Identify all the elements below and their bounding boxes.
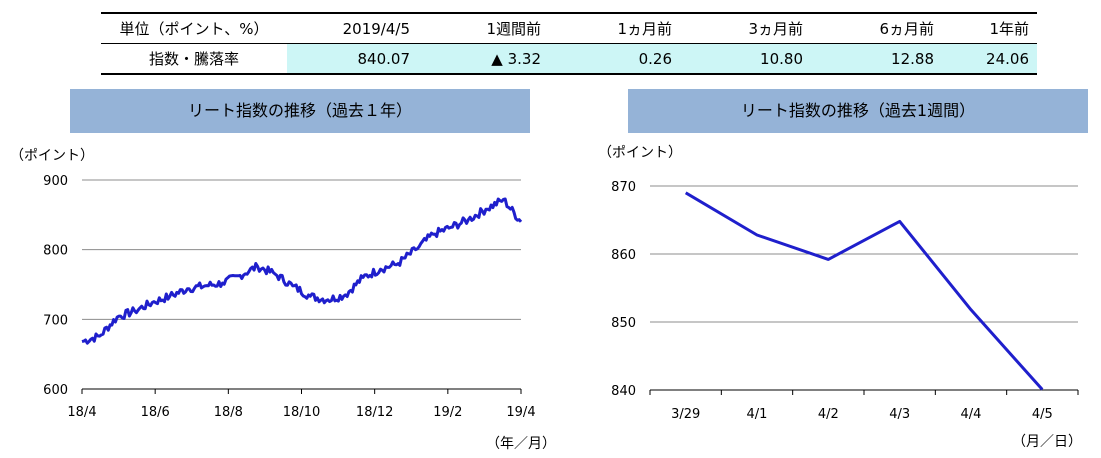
year1-change: 24.06: [942, 43, 1037, 75]
series-line: [684, 191, 1044, 391]
x-tick-label: 4/4: [961, 407, 982, 422]
x-tick-label: 18/6: [141, 405, 170, 420]
year1-header: 1年前: [942, 12, 1037, 44]
left-chart-title: リート指数の推移（過去１年）: [70, 89, 530, 133]
y-tick-label: 860: [611, 248, 636, 263]
x-tick-label: 3/29: [671, 407, 700, 422]
x-tick-label: 19/4: [506, 405, 535, 420]
left-line-chart: 600 700 800 900 18/4 18/6 18/8 18/10 18/12 19/2 19…: [43, 174, 535, 420]
x-tick-label: 4/2: [818, 407, 839, 422]
summary-table: 単位（ポイント、%） 2019/4/5 1週間前 1ヵ月前 3ヵ月前 6ヵ月前 …: [101, 12, 1037, 75]
month3-header: 3ヵ月前: [680, 12, 811, 44]
month1-header: 1ヵ月前: [549, 12, 680, 44]
index-value: 840.07: [287, 43, 418, 75]
y-tick-label: 800: [43, 244, 68, 259]
x-tick-label: 4/5: [1032, 407, 1053, 422]
week-change: ▲ 3.32: [418, 43, 549, 75]
y-tick-label: 900: [43, 174, 68, 189]
week-header: 1週間前: [418, 12, 549, 44]
left-y-unit: （ポイント）: [10, 148, 94, 164]
unit-header: 単位（ポイント、%）: [101, 12, 287, 44]
x-tick-label: 4/3: [889, 407, 910, 422]
x-tick-label: 4/1: [747, 407, 768, 422]
x-tick-label: 19/2: [433, 405, 462, 420]
right-y-unit: （ポイント）: [598, 145, 682, 161]
y-tick-label: 840: [611, 384, 636, 399]
month6-header: 6ヵ月前: [811, 12, 942, 44]
summary-header-row: 単位（ポイント、%） 2019/4/5 1週間前 1ヵ月前 3ヵ月前 6ヵ月前 …: [101, 12, 1037, 44]
y-tick-label: 700: [43, 313, 68, 328]
month1-change: 0.26: [549, 43, 680, 75]
x-tick-label: 18/8: [214, 405, 243, 420]
y-tick-label: 600: [43, 383, 68, 398]
date-header: 2019/4/5: [287, 12, 418, 44]
y-tick-label: 850: [611, 316, 636, 331]
x-tick-label: 18/4: [67, 405, 96, 420]
summary-value-row: 指数・騰落率 840.07 ▲ 3.32 0.26 10.80 12.88 24…: [101, 43, 1037, 75]
month3-change: 10.80: [680, 43, 811, 75]
left-x-unit: （年／月）: [486, 436, 556, 452]
y-tick-label: 870: [611, 180, 636, 195]
x-tick-label: 18/10: [283, 405, 320, 420]
right-chart-title: リート指数の推移（過去1週間）: [628, 89, 1088, 133]
series-line: [81, 197, 523, 345]
row-label: 指数・騰落率: [101, 43, 287, 75]
x-tick-label: 18/12: [356, 405, 393, 420]
right-line-chart: 840 850 860 870 3/29 4/1 4/2 4/3 4/4 4/5: [611, 180, 1079, 422]
right-x-unit: （月／日）: [1012, 434, 1082, 450]
month6-change: 12.88: [811, 43, 942, 75]
